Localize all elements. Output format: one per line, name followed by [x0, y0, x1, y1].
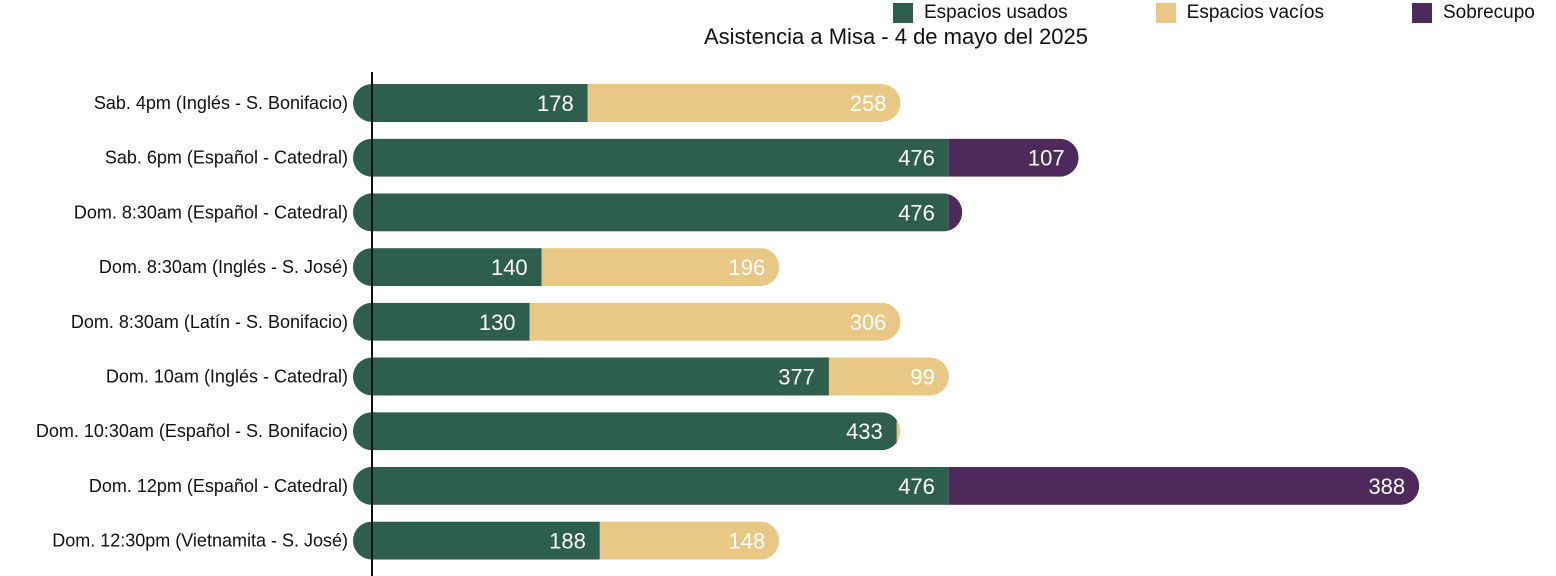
bar-empty: [541, 248, 780, 287]
data-label-used: 140: [491, 255, 528, 280]
bar-used: [353, 357, 829, 396]
bar-row: [353, 302, 901, 341]
data-label-empty: 258: [850, 91, 887, 116]
legend-item-empty: Espacios vacíos: [1155, 2, 1324, 24]
bar-overflow: [948, 193, 963, 232]
legend-label-empty: Espacios vacíos: [1186, 2, 1324, 23]
data-label-used: 377: [778, 365, 815, 390]
legend: Espacios usados Espacios vacíos Sobrecup…: [893, 0, 1535, 26]
bar-row: [353, 248, 780, 287]
bar-used: [353, 466, 949, 505]
legend-swatch-used: [893, 3, 913, 23]
data-label-used: 476: [898, 200, 935, 225]
bar-empty: [529, 302, 901, 341]
bar-used: [353, 84, 588, 122]
bar-row: [353, 412, 901, 451]
data-label-used: 188: [549, 529, 586, 554]
data-label-overflow: 107: [1028, 146, 1065, 171]
bar-used: [353, 521, 600, 560]
data-label-used: 476: [898, 146, 935, 171]
bar-overflow: [948, 138, 1079, 177]
data-label-empty: 99: [910, 365, 934, 390]
category-label: Sab. 6pm (Español - Catedral): [105, 148, 348, 168]
data-label-used: 476: [898, 474, 935, 499]
category-label: Dom. 8:30am (Inglés - S. José): [99, 257, 348, 277]
bar-empty: [587, 84, 901, 122]
category-label: Sab. 4pm (Inglés - S. Bonifacio): [94, 93, 348, 113]
category-label: Dom. 10:30am (Español - S. Bonifacio): [36, 421, 348, 441]
legend-label-used: Espacios usados: [924, 2, 1068, 23]
data-label-empty: 306: [850, 310, 887, 335]
bar-row: [353, 84, 901, 122]
bar-used: [353, 412, 897, 451]
category-label: Dom. 10am (Inglés - Catedral): [106, 367, 348, 387]
bar-row: [353, 357, 949, 396]
chart-title: Asistencia a Misa - 4 de mayo del 2025: [704, 24, 1088, 49]
data-label-used: 178: [537, 91, 574, 116]
bar-row: [353, 138, 1079, 177]
data-label-overflow: 388: [1368, 474, 1405, 499]
data-label-used: 433: [846, 419, 883, 444]
category-label: Dom. 12:30pm (Vietnamita - S. José): [52, 531, 348, 551]
data-label-used: 130: [479, 310, 516, 335]
bar-row: [353, 193, 963, 232]
bar-used: [353, 302, 530, 341]
category-label: Dom. 8:30am (Latín - S. Bonifacio): [71, 312, 348, 332]
bar-row: [353, 466, 1420, 505]
legend-label-overflow: Sobrecupo: [1442, 2, 1535, 23]
legend-swatch-empty: [1155, 3, 1176, 23]
bar-used: [353, 138, 949, 177]
bar-empty: [896, 412, 901, 451]
legend-item-used: Espacios usados: [893, 2, 1068, 24]
bar-used: [353, 248, 542, 287]
bar-empty: [599, 521, 780, 560]
bar-used: [353, 193, 949, 232]
data-label-empty: 148: [729, 529, 766, 554]
bar-overflow: [948, 466, 1420, 505]
category-label: Dom. 12pm (Español - Catedral): [89, 476, 348, 496]
category-label: Dom. 8:30am (Español - Catedral): [74, 202, 348, 222]
legend-swatch-overflow: [1411, 3, 1432, 23]
legend-item-overflow: Sobrecupo: [1411, 2, 1535, 24]
bar-row: [353, 521, 780, 560]
data-label-empty: 196: [729, 255, 766, 280]
bar-empty: [828, 357, 949, 396]
